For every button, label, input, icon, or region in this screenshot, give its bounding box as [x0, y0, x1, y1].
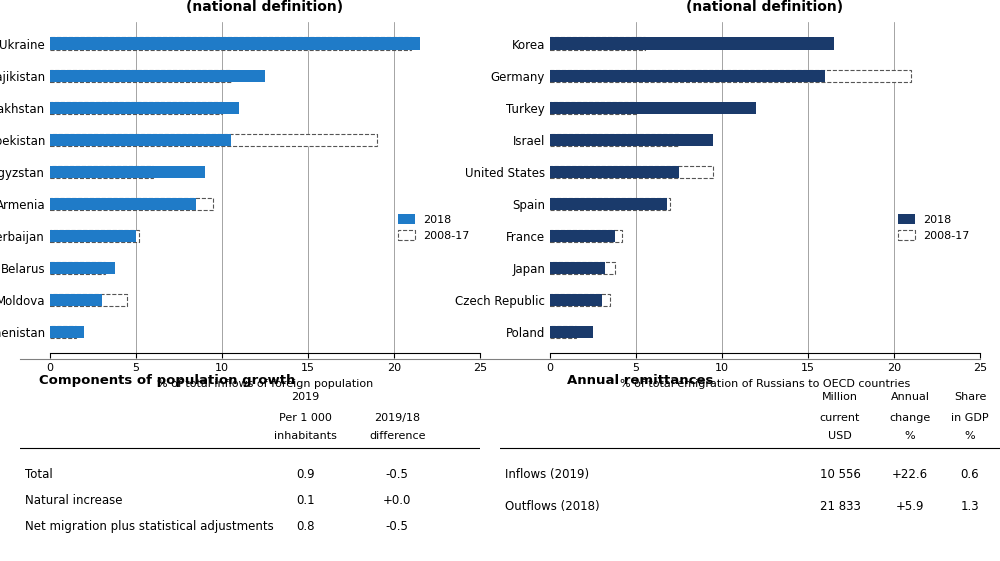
Bar: [550, 262, 605, 274]
Text: 10 556: 10 556: [820, 468, 860, 481]
Text: 0.9: 0.9: [296, 468, 315, 481]
Text: inhabitants: inhabitants: [274, 431, 337, 442]
Text: -0.5: -0.5: [386, 520, 409, 533]
Text: Net migration plus statistical adjustments: Net migration plus statistical adjustmen…: [25, 520, 273, 533]
Bar: [550, 102, 636, 114]
Text: Inflows (2019): Inflows (2019): [505, 468, 589, 481]
Bar: [550, 38, 645, 50]
Text: +22.6: +22.6: [892, 468, 928, 481]
Text: %: %: [905, 431, 915, 442]
Bar: [550, 198, 667, 210]
Title: Emigration of Russians to OECD countries
(national definition): Emigration of Russians to OECD countries…: [601, 0, 929, 15]
Bar: [550, 230, 622, 242]
Text: -0.5: -0.5: [386, 468, 409, 481]
Text: +5.9: +5.9: [896, 500, 924, 513]
Text: Share: Share: [954, 393, 986, 402]
Bar: [50, 326, 76, 338]
Text: current: current: [820, 413, 860, 423]
Text: USD: USD: [828, 431, 852, 442]
Bar: [50, 70, 231, 82]
Bar: [50, 166, 205, 178]
Legend: 2018, 2008-17: 2018, 2008-17: [894, 210, 974, 246]
Bar: [550, 326, 576, 338]
Bar: [50, 326, 84, 338]
Bar: [50, 134, 231, 146]
Text: 0.1: 0.1: [296, 494, 315, 507]
Bar: [50, 38, 411, 50]
Bar: [550, 70, 911, 82]
Text: Annual: Annual: [891, 393, 930, 402]
Text: Natural increase: Natural increase: [25, 494, 122, 507]
Text: Annual remittances: Annual remittances: [567, 374, 713, 387]
Bar: [550, 166, 713, 178]
Text: 0.8: 0.8: [296, 520, 314, 533]
Bar: [550, 198, 670, 210]
Text: in GDP: in GDP: [951, 413, 989, 423]
Bar: [50, 134, 377, 146]
Bar: [550, 102, 756, 114]
Text: 0.6: 0.6: [961, 468, 979, 481]
Bar: [550, 70, 825, 82]
Bar: [550, 38, 834, 50]
Bar: [50, 262, 115, 274]
Bar: [50, 166, 153, 178]
Text: change: change: [889, 413, 931, 423]
X-axis label: % of total emigration of Russians to OECD countries: % of total emigration of Russians to OEC…: [620, 379, 910, 389]
Text: 21 833: 21 833: [820, 500, 860, 513]
Bar: [50, 38, 420, 50]
Text: 2019: 2019: [291, 393, 319, 402]
Bar: [50, 198, 213, 210]
Bar: [50, 198, 196, 210]
X-axis label: % of total inflows of foreign population: % of total inflows of foreign population: [157, 379, 373, 389]
Text: Per 1 000: Per 1 000: [279, 413, 332, 423]
Bar: [50, 230, 136, 242]
Text: Components of population growth: Components of population growth: [39, 374, 295, 387]
Text: %: %: [965, 431, 975, 442]
Bar: [550, 294, 602, 306]
Bar: [50, 294, 102, 306]
Text: Million: Million: [822, 393, 858, 402]
Bar: [50, 294, 127, 306]
Bar: [550, 230, 615, 242]
Bar: [550, 262, 615, 274]
Bar: [50, 102, 239, 114]
Bar: [550, 134, 679, 146]
Bar: [550, 326, 593, 338]
Legend: 2018, 2008-17: 2018, 2008-17: [394, 210, 474, 246]
Text: 2019/18: 2019/18: [374, 413, 420, 423]
Bar: [50, 102, 222, 114]
Text: Outflows (2018): Outflows (2018): [505, 500, 600, 513]
Bar: [550, 134, 713, 146]
Text: difference: difference: [369, 431, 425, 442]
Bar: [50, 262, 105, 274]
Title: Inflows of top 10 nationalities
(national definition): Inflows of top 10 nationalities (nationa…: [148, 0, 382, 15]
Bar: [550, 294, 610, 306]
Bar: [50, 70, 265, 82]
Bar: [50, 230, 139, 242]
Text: 1.3: 1.3: [961, 500, 979, 513]
Text: Total: Total: [25, 468, 52, 481]
Text: +0.0: +0.0: [383, 494, 411, 507]
Bar: [550, 166, 679, 178]
